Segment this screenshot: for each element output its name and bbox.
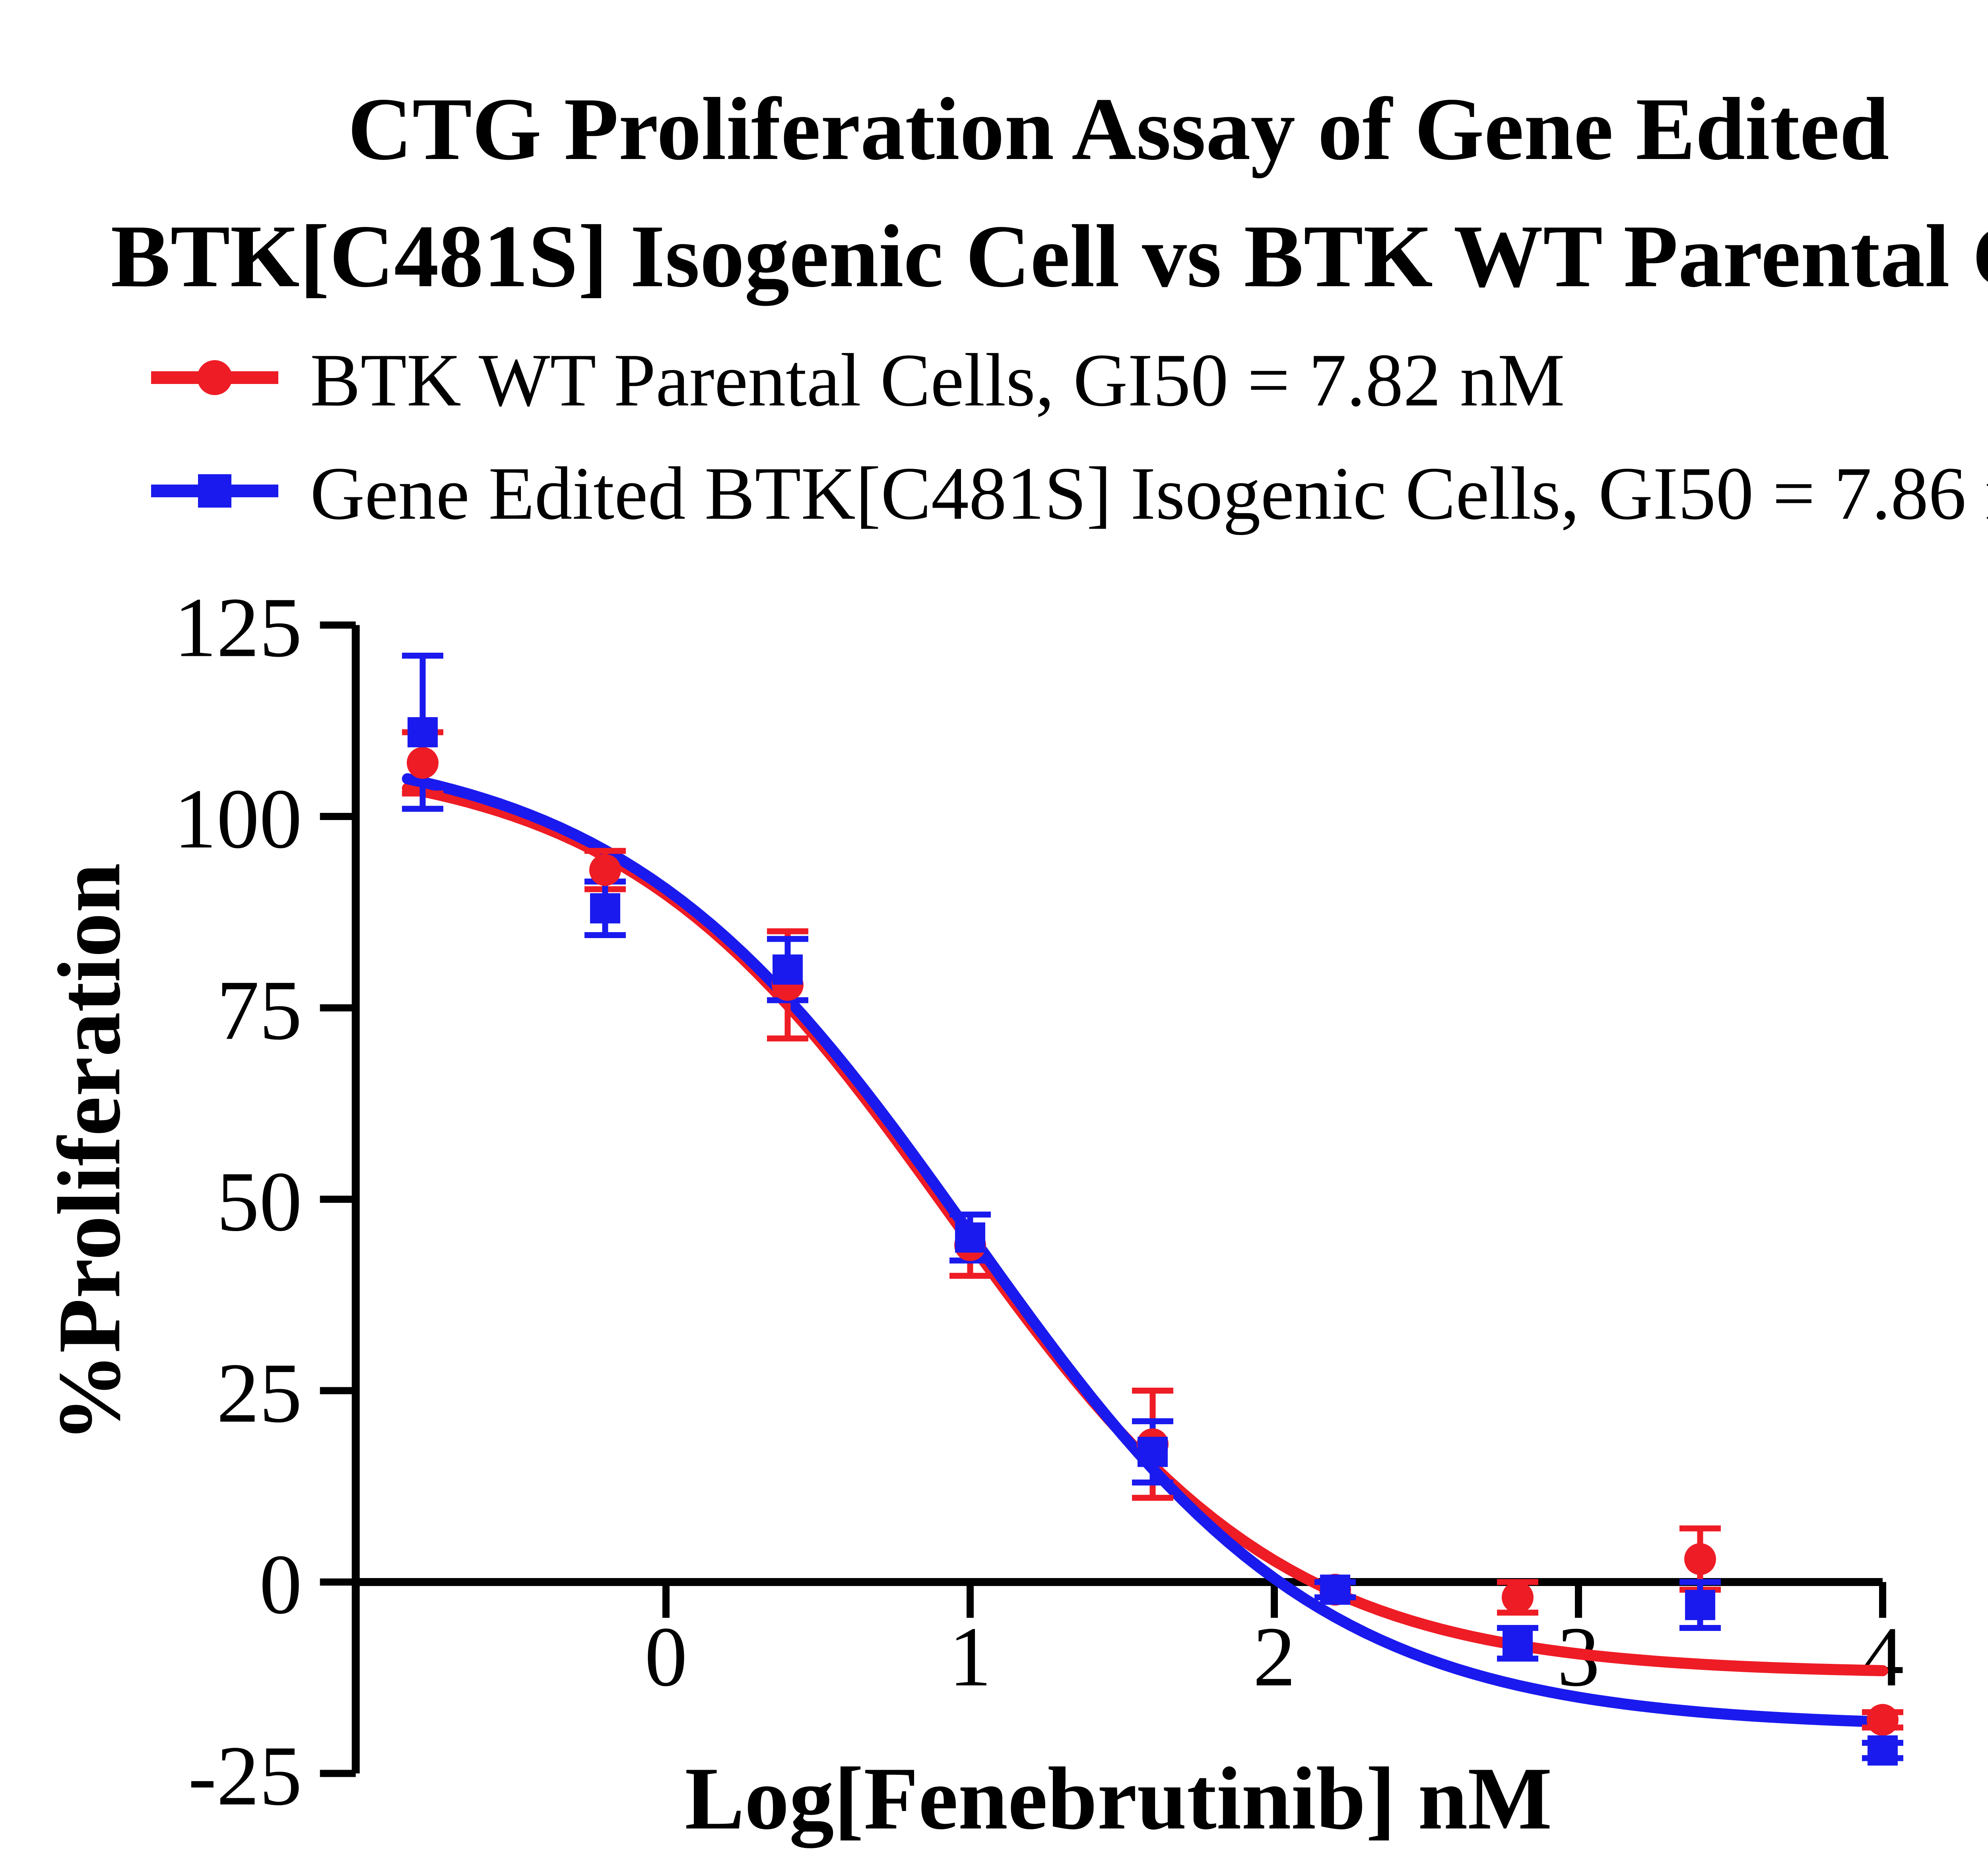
chart-title-line2: BTK[C481S] Isogenic Cell vs BTK WT Paren… — [111, 206, 1988, 306]
data-point-c481s — [1503, 1628, 1533, 1659]
data-point-wt — [1684, 1543, 1716, 1575]
x-axis-label: Log[Fenebrutinib] nM — [685, 1749, 1552, 1848]
legend-item-c481s: Gene Edited BTK[C481S] Isogenic Cells, G… — [151, 452, 1988, 535]
data-point-c481s — [590, 893, 620, 924]
y-tick-label: -25 — [188, 1728, 302, 1823]
legend-label-wt: BTK WT Parental Cells, GI50 = 7.82 nM — [310, 339, 1565, 422]
legend-label-c481s: Gene Edited BTK[C481S] Isogenic Cells, G… — [310, 452, 1988, 535]
data-point-wt — [589, 854, 621, 886]
x-tick-label: 2 — [1253, 1609, 1296, 1704]
data-point-wt — [407, 747, 439, 779]
x-tick-label: 4 — [1861, 1609, 1904, 1704]
x-tick-label: 1 — [949, 1609, 992, 1704]
y-tick-label: 25 — [217, 1346, 302, 1441]
fit-curve-wt — [402, 783, 1888, 1676]
y-tick-label: 75 — [217, 963, 302, 1058]
data-point-c481s — [773, 954, 803, 985]
legend-marker-square-icon — [198, 474, 231, 508]
y-tick-label: 125 — [174, 580, 302, 675]
x-tick-label: 0 — [645, 1609, 687, 1704]
legend-marker-circle-icon — [197, 360, 232, 395]
data-point-wt — [1867, 1704, 1899, 1736]
data-point-c481s — [1320, 1574, 1350, 1605]
y-axis-label: %Proliferation — [39, 863, 139, 1443]
y-tick-label: 0 — [259, 1537, 302, 1632]
legend: BTK WT Parental Cells, GI50 = 7.82 nM Ge… — [151, 339, 1988, 535]
data-point-c481s — [1138, 1437, 1168, 1467]
data-point-c481s — [1685, 1590, 1715, 1620]
data-point-c481s — [955, 1222, 985, 1253]
data-point-c481s — [408, 717, 438, 748]
legend-item-wt: BTK WT Parental Cells, GI50 = 7.82 nM — [151, 339, 1565, 422]
y-tick-label: 50 — [217, 1154, 302, 1249]
chart-title-line1: CTG Proliferation Assay of Gene Edited — [348, 79, 1889, 178]
data-point-c481s — [1868, 1735, 1898, 1766]
data-point-wt — [1502, 1581, 1534, 1613]
y-tick-label: 100 — [174, 771, 302, 866]
